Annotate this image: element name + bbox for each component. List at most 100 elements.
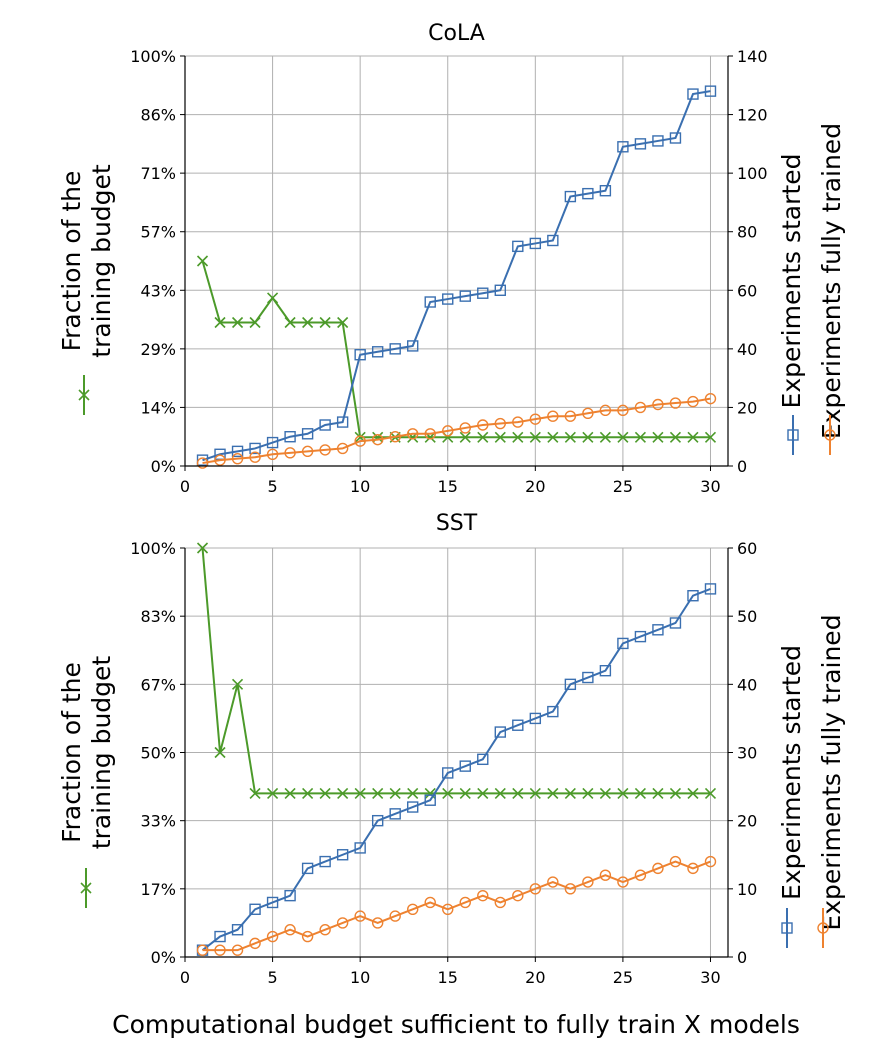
data-point xyxy=(477,431,489,443)
data-point xyxy=(249,316,261,329)
data-point xyxy=(704,431,717,443)
left-tick-label: 67% xyxy=(140,675,176,694)
data-point xyxy=(337,787,349,799)
left-tick-label: 100% xyxy=(130,539,176,558)
data-point xyxy=(337,316,349,329)
data-point xyxy=(424,296,436,308)
right-tick-label: 20 xyxy=(737,812,757,831)
data-point xyxy=(669,787,682,799)
data-point xyxy=(319,444,331,456)
x-tick-label: 5 xyxy=(267,968,277,987)
data-point xyxy=(547,431,559,443)
x-tick-label: 15 xyxy=(438,477,458,496)
data-point xyxy=(512,787,524,799)
data-point xyxy=(302,787,314,799)
data-point xyxy=(599,185,612,197)
left-tick-label: 43% xyxy=(140,281,176,300)
left-tick-label: 17% xyxy=(140,880,176,899)
data-point xyxy=(319,924,331,936)
data-point xyxy=(564,410,577,422)
data-point xyxy=(231,924,244,936)
series-line xyxy=(201,547,711,795)
data-point xyxy=(424,428,436,440)
data-point xyxy=(371,814,384,827)
chart-title: SST xyxy=(436,511,478,536)
data-point xyxy=(266,930,279,943)
data-point xyxy=(424,896,436,909)
legend-fraction-glyph-marker xyxy=(80,882,92,894)
data-point xyxy=(599,665,612,677)
right-tick-label: 50 xyxy=(737,607,757,626)
data-point xyxy=(442,425,454,437)
data-point xyxy=(529,431,541,443)
data-point xyxy=(302,316,314,329)
right-tick-label: 60 xyxy=(737,281,757,300)
x-tick-label: 20 xyxy=(525,477,545,496)
data-point xyxy=(231,944,244,956)
right-tick-label: 0 xyxy=(737,948,747,967)
data-point xyxy=(284,447,296,459)
data-point xyxy=(301,445,314,458)
data-point xyxy=(196,255,209,267)
left-axis-label-line1: Fraction of the xyxy=(57,171,86,352)
data-point xyxy=(477,753,489,766)
series-line xyxy=(202,90,711,462)
data-point xyxy=(231,678,244,690)
data-point xyxy=(547,234,559,247)
left-tick-label: 0% xyxy=(151,457,176,476)
data-point xyxy=(564,431,576,443)
data-point xyxy=(582,431,594,443)
data-point xyxy=(582,671,594,684)
right-axis-label-line2: Experiments started xyxy=(777,645,806,900)
right-tick-label: 60 xyxy=(737,539,757,558)
right-tick-label: 140 xyxy=(737,47,768,66)
x-tick-label: 30 xyxy=(700,477,720,496)
x-tick-label: 0 xyxy=(180,968,190,987)
data-point xyxy=(372,787,384,799)
data-point xyxy=(371,346,384,358)
data-point xyxy=(336,416,349,428)
data-point xyxy=(634,630,647,643)
legend-trained-glyph-marker xyxy=(824,429,836,441)
data-point xyxy=(494,417,506,430)
right-tick-label: 80 xyxy=(737,223,757,242)
data-point xyxy=(389,910,401,922)
data-point xyxy=(424,794,436,806)
data-point xyxy=(704,85,717,97)
data-point xyxy=(407,801,419,813)
data-point xyxy=(407,903,419,915)
data-point xyxy=(249,451,261,463)
x-tick-label: 10 xyxy=(350,968,370,987)
left-tick-label: 83% xyxy=(140,607,176,626)
left-axis-label-line1: Fraction of the xyxy=(57,662,86,843)
data-point xyxy=(336,917,349,929)
data-point xyxy=(652,135,664,147)
left-tick-label: 71% xyxy=(140,164,176,183)
data-point xyxy=(354,349,366,361)
series-square xyxy=(196,583,717,956)
data-point xyxy=(704,787,717,799)
data-point xyxy=(512,240,524,253)
data-point xyxy=(652,787,664,799)
data-point xyxy=(407,428,419,440)
series-x xyxy=(196,542,717,799)
legend-trained-glyph xyxy=(824,415,836,455)
data-point xyxy=(196,457,209,469)
series-square xyxy=(196,85,717,466)
data-point xyxy=(564,678,577,691)
data-point xyxy=(319,855,331,868)
legend-started-glyph-marker xyxy=(781,922,793,934)
data-point xyxy=(687,88,699,100)
data-point xyxy=(336,442,349,455)
data-point xyxy=(669,132,682,144)
data-point xyxy=(529,237,542,250)
legend-fraction-glyph-marker xyxy=(78,389,90,401)
right-tick-label: 0 xyxy=(737,457,747,476)
legend-trained-glyph-marker xyxy=(817,922,829,934)
right-tick-label: 20 xyxy=(737,398,757,417)
data-point xyxy=(459,290,471,302)
right-tick-label: 120 xyxy=(737,106,768,125)
data-point xyxy=(231,445,244,458)
data-point xyxy=(459,896,471,909)
data-point xyxy=(196,944,209,956)
